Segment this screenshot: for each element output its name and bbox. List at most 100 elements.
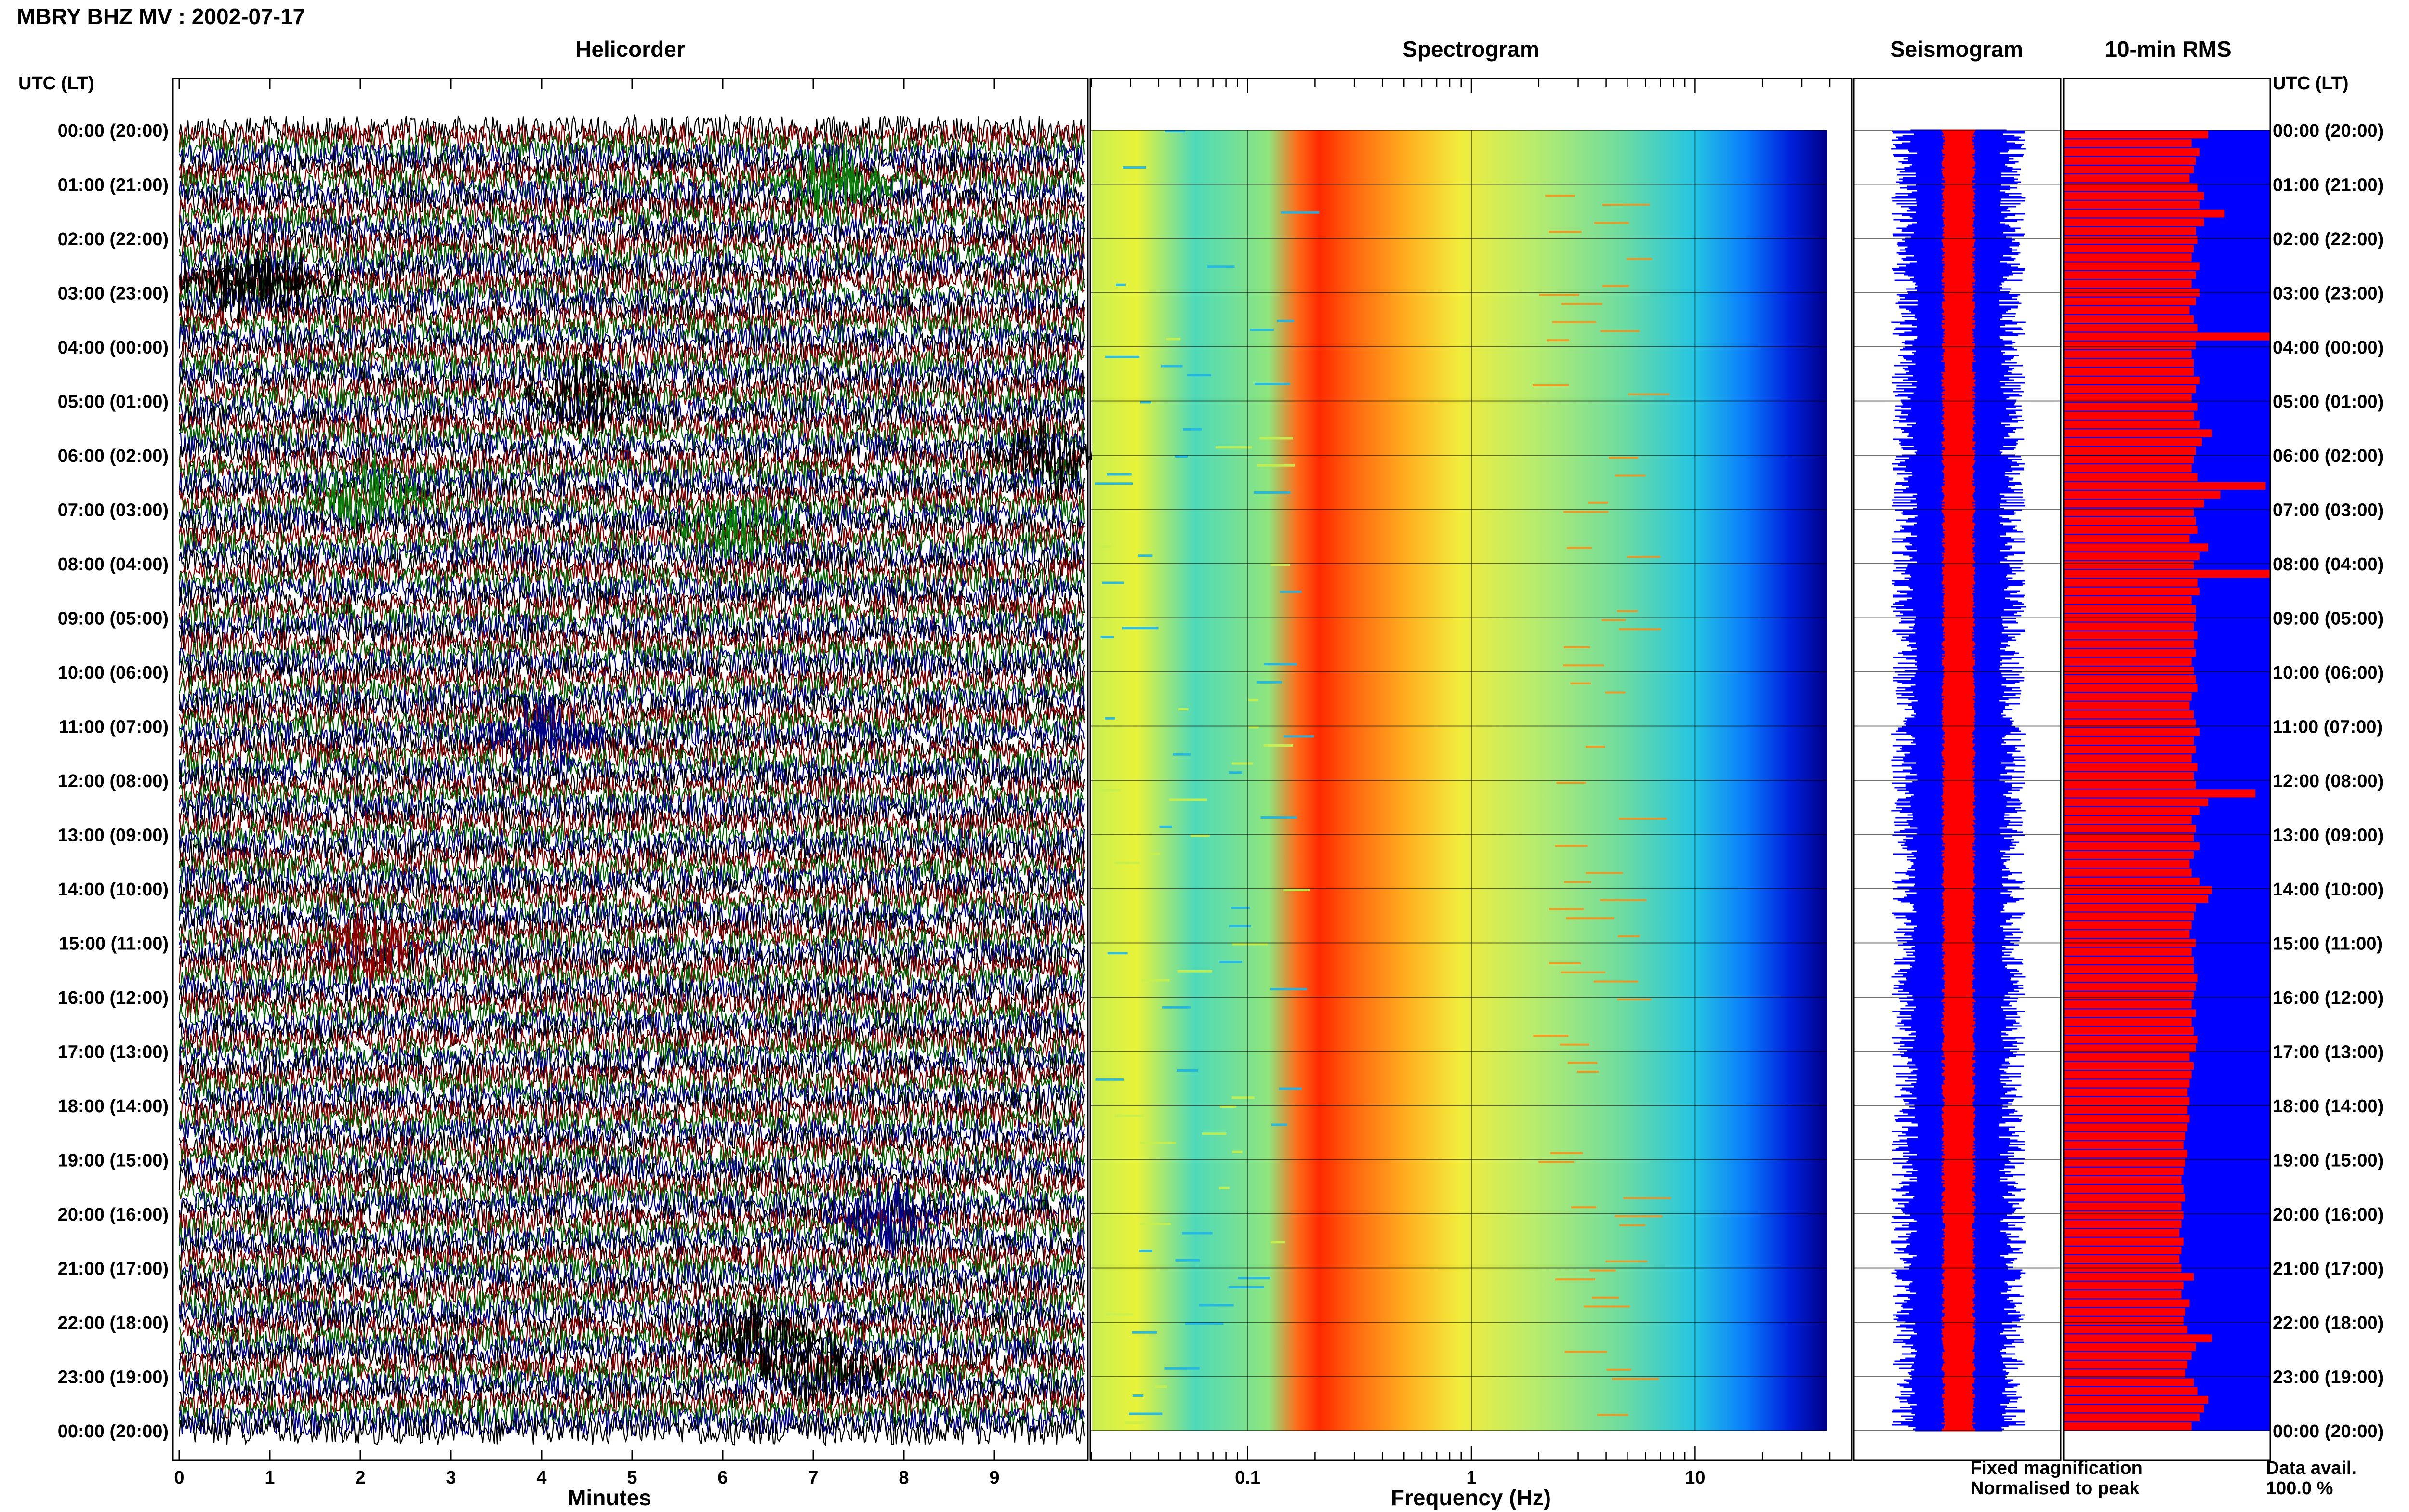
spectrogram-row-streak bbox=[1140, 1142, 1176, 1144]
spectrogram-row-streak bbox=[1277, 319, 1295, 322]
right-time-labels: 00:00 (20:00) 01:00 (21:00) 02:00 (22:00) 0… bbox=[2273, 121, 2383, 1442]
right-time-label: 21:00 (17:00) bbox=[2273, 1259, 2383, 1279]
spectrogram-row-streak bbox=[1199, 1304, 1234, 1307]
spectrogram-row-streak bbox=[1107, 473, 1132, 476]
helicorder-trace bbox=[178, 385, 1085, 417]
rms-bar bbox=[2064, 131, 2208, 139]
helicorder-x-tick-label: 4 bbox=[536, 1468, 546, 1488]
spectrogram-row-streak bbox=[1115, 283, 1126, 286]
right-time-label: 07:00 (03:00) bbox=[2273, 500, 2383, 521]
spectrogram-row-streak bbox=[1215, 446, 1252, 449]
spectrogram-row-streak bbox=[1259, 437, 1293, 440]
spectrogram-xlabel: Frequency (Hz) bbox=[1391, 1485, 1551, 1510]
rms-bar bbox=[2064, 1334, 2212, 1342]
right-time-label: 00:00 (20:00) bbox=[2273, 1421, 2383, 1442]
left-time-label: 02:00 (22:00) bbox=[58, 229, 169, 250]
spectrogram-row-streak bbox=[1190, 834, 1210, 837]
rms-bar bbox=[2064, 1106, 2188, 1114]
rms-bar bbox=[2064, 1316, 2184, 1325]
spectrogram-row-streak bbox=[1140, 1223, 1171, 1225]
helicorder-trace bbox=[178, 1369, 1085, 1402]
rms-bar bbox=[2064, 886, 2212, 894]
rms-bar bbox=[2064, 561, 2194, 569]
spectrogram-row-streak bbox=[1602, 204, 1650, 206]
panel-frame bbox=[2063, 78, 2271, 1461]
left-time-label: 06:00 (02:00) bbox=[58, 446, 169, 466]
spectrogram-row-streak bbox=[1125, 1421, 1144, 1424]
spectrogram-row-streak bbox=[1166, 338, 1181, 341]
spectrogram-row-streak bbox=[1600, 330, 1640, 332]
rms-bar bbox=[2064, 947, 2192, 956]
spectrogram-row-streak bbox=[1169, 798, 1207, 801]
spectrogram-row-streak bbox=[1228, 1286, 1264, 1288]
spectrogram-row-streak bbox=[1238, 1277, 1270, 1280]
right-time-label: 06:00 (02:00) bbox=[2273, 446, 2383, 466]
spectrogram-row-streak bbox=[1591, 1296, 1619, 1299]
rms-bar bbox=[2064, 421, 2200, 429]
rms-bar bbox=[2064, 200, 2200, 209]
spectrogram-x-tick-label: 1 bbox=[1466, 1468, 1476, 1488]
helicorder-trace bbox=[179, 872, 1085, 905]
rms-bar bbox=[2064, 983, 2196, 991]
spectrogram-row-streak bbox=[1250, 329, 1274, 331]
rms-bar bbox=[2064, 877, 2200, 885]
spectrogram-row-streak bbox=[1533, 384, 1569, 386]
left-time-labels: 00:00 (20:00) 01:00 (21:00) 02:00 (22:00) 0… bbox=[58, 121, 169, 1442]
spectrogram-row-streak bbox=[1614, 1215, 1663, 1217]
spectrogram-row-streak bbox=[1593, 980, 1639, 983]
rms-bar bbox=[2064, 912, 2194, 920]
left-time-label: 15:00 (11:00) bbox=[59, 934, 169, 954]
rms-bar bbox=[2064, 456, 2194, 464]
rms-bar bbox=[2064, 491, 2221, 499]
rms-bar bbox=[2064, 385, 2196, 394]
spectrogram-row-streak bbox=[1177, 1069, 1198, 1072]
helicorder-trace bbox=[179, 963, 1085, 996]
spectrogram-row-streak bbox=[1539, 294, 1579, 296]
helicorder-event bbox=[478, 694, 604, 777]
rms-bar bbox=[2064, 1281, 2184, 1290]
spectrogram-row-streak bbox=[1260, 816, 1297, 819]
spectrogram-row-streak bbox=[1177, 970, 1212, 973]
rms-bar bbox=[2064, 236, 2198, 244]
rms-bar bbox=[2064, 1361, 2188, 1369]
data-availability-value: 100.0 % bbox=[2266, 1478, 2333, 1499]
helicorder-trace bbox=[178, 286, 1085, 318]
helicorder-trace bbox=[178, 131, 1085, 164]
rms-bar bbox=[2064, 1071, 2192, 1079]
rms-bar bbox=[2064, 701, 2190, 710]
helicorder-trace bbox=[178, 1180, 1085, 1212]
spectrogram-row-streak bbox=[1556, 782, 1586, 784]
spectrogram-row-streak bbox=[1549, 962, 1581, 964]
spectrogram-row-streak bbox=[1254, 383, 1290, 385]
data-availability-label: Data avail. bbox=[2266, 1458, 2356, 1478]
rms-bar bbox=[2064, 359, 2194, 367]
rms-bar bbox=[2064, 684, 2198, 692]
rms-bar bbox=[2064, 1123, 2188, 1131]
helicorder-trace bbox=[178, 800, 1085, 833]
spectrogram-row-streak bbox=[1263, 744, 1294, 747]
spectrogram-row-streak bbox=[1159, 825, 1173, 828]
helicorder-trace bbox=[178, 620, 1085, 652]
spectrogram-row-streak bbox=[1549, 231, 1582, 233]
spectrogram-row-streak bbox=[1627, 556, 1661, 558]
rms-bar bbox=[2064, 464, 2192, 473]
rms-bar bbox=[2064, 666, 2194, 674]
spectrogram-row-streak bbox=[1617, 999, 1652, 1000]
rms-bar bbox=[2064, 253, 2192, 262]
spectrogram-edge bbox=[1826, 130, 1827, 1431]
rms-bar bbox=[2064, 139, 2192, 147]
spectrogram-row-streak bbox=[1257, 464, 1295, 467]
left-time-label: 13:00 (09:00) bbox=[58, 826, 169, 846]
helicorder-x-tick-label: 8 bbox=[899, 1468, 909, 1488]
spectrogram-row-streak bbox=[1187, 374, 1211, 377]
rms-bar bbox=[2064, 868, 2192, 877]
spectrogram-row-streak bbox=[1231, 1096, 1255, 1099]
helicorder-trace bbox=[178, 1271, 1085, 1302]
rms-bar bbox=[2064, 930, 2190, 938]
left-time-label: 00:00 (20:00) bbox=[58, 1421, 169, 1442]
rms-bar bbox=[2064, 570, 2270, 578]
spectrogram-x-tick-label: 0.1 bbox=[1235, 1468, 1260, 1488]
helicorder-trace bbox=[178, 168, 1085, 200]
spectrogram-row-streak bbox=[1279, 1087, 1302, 1090]
rms-bar bbox=[2064, 1422, 2192, 1430]
